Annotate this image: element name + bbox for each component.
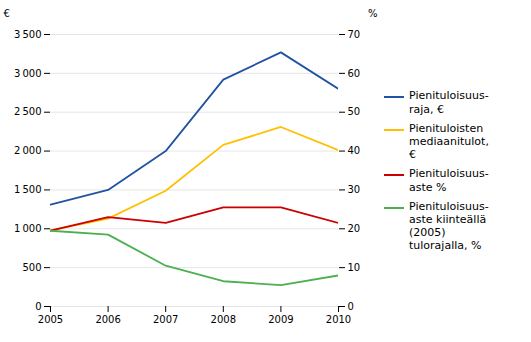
svg-text:50: 50 xyxy=(348,106,361,117)
svg-text:0: 0 xyxy=(35,301,41,312)
html-text:Pienituloisuus- aste %: Pienituloisuus- aste % xyxy=(409,167,489,194)
svg-text:20: 20 xyxy=(348,223,361,234)
html-text:Pienituloisuus- aste kiinteäll: Pienituloisuus- aste kiinteällä (2005) t… xyxy=(409,199,489,253)
svg-text:%: % xyxy=(368,8,378,19)
svg-text:3 000: 3 000 xyxy=(14,68,41,79)
svg-text:0: 0 xyxy=(348,301,354,312)
svg-text:1 500: 1 500 xyxy=(14,184,41,195)
svg-text:2008: 2008 xyxy=(211,314,236,325)
svg-text:10: 10 xyxy=(348,262,361,273)
svg-text:500: 500 xyxy=(22,262,41,273)
svg-text:2007: 2007 xyxy=(153,314,178,325)
svg-text:2 500: 2 500 xyxy=(14,106,41,117)
svg-text:2006: 2006 xyxy=(95,314,120,325)
svg-text:1 000: 1 000 xyxy=(14,223,41,234)
svg-text:70: 70 xyxy=(348,29,361,40)
svg-text:40: 40 xyxy=(348,145,361,156)
svg-text:60: 60 xyxy=(348,68,361,79)
svg-text:2010: 2010 xyxy=(326,314,351,325)
svg-text:2 000: 2 000 xyxy=(14,145,41,156)
svg-text:3 500: 3 500 xyxy=(14,29,41,40)
svg-text:30: 30 xyxy=(348,184,361,195)
html-text:Pienituloisuus- raja, €: Pienituloisuus- raja, € xyxy=(409,89,489,116)
html-text:Pienituloisten mediaanitulot,: Pienituloisten mediaanitulot, € xyxy=(409,121,489,162)
svg-text:2009: 2009 xyxy=(268,314,293,325)
svg-text:2005: 2005 xyxy=(38,314,63,325)
svg-text:€: € xyxy=(4,8,10,19)
